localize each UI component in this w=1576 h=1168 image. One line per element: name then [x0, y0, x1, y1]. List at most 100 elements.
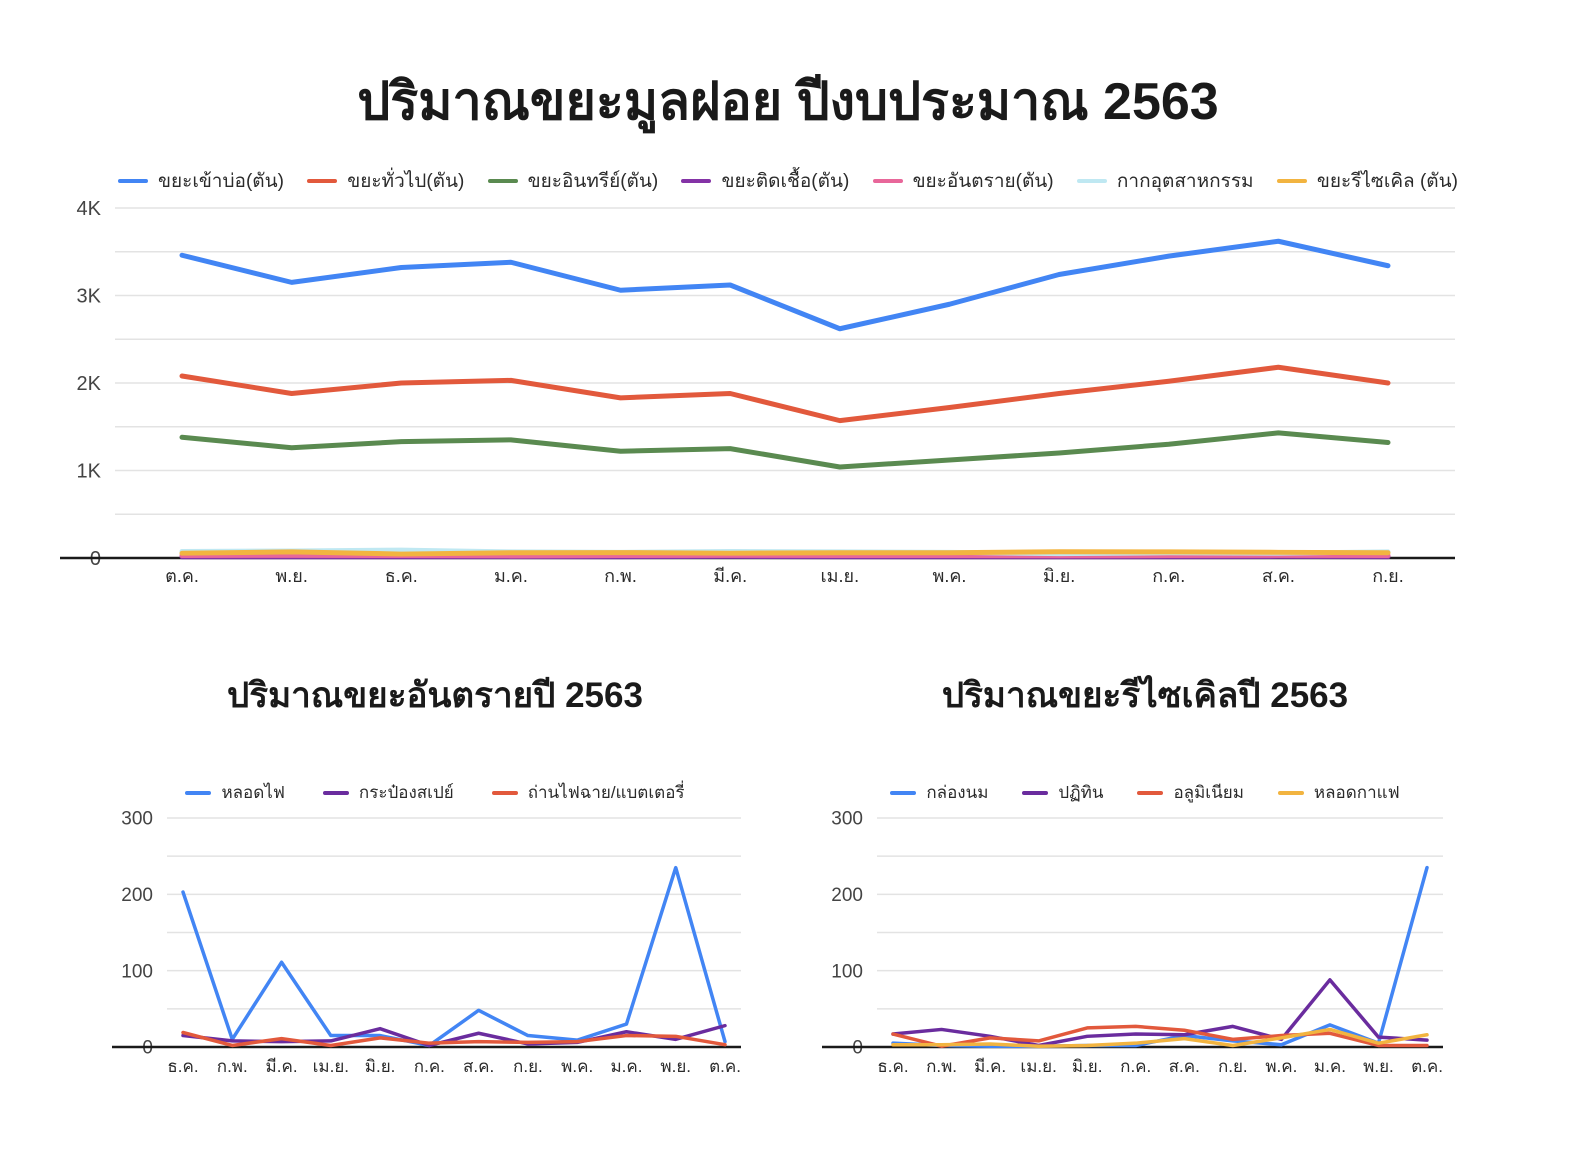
hazard-chart-legend: หลอดไฟ กระป๋องสเปย์ ถ่านไฟฉาย/แบตเตอรี่ [105, 779, 765, 806]
x-axis-tick-label: ธ.ค. [877, 1057, 908, 1076]
legend-item[interactable]: ขยะติดเชื้อ(ตัน) [681, 166, 849, 196]
legend-label: กากอุตสาหกรรม [1116, 171, 1254, 192]
series-line[interactable] [179, 364, 1391, 424]
x-axis-tick-label: มิ.ย. [1072, 1057, 1103, 1076]
series-line[interactable] [179, 549, 1391, 557]
recycle-chart-legend: กล่องนม ปฏิทิน อลูมิเนียม หลอดกาแฟ [815, 779, 1475, 806]
y-axis-tick-label: 200 [121, 885, 153, 906]
legend-item[interactable]: กากอุตสาหกรรม [1076, 166, 1254, 196]
legend-label: ขยะรีไซเคิล (ตัน) [1316, 171, 1458, 192]
x-axis-tick-label: มิ.ย. [365, 1057, 396, 1076]
legend-swatch [118, 179, 148, 183]
legend-label: หลอดกาแฟ [1313, 783, 1400, 802]
x-axis-tick-label: ส.ค. [463, 1057, 494, 1076]
main-chart-canvas[interactable]: 01K2K3K4Kต.ค.พ.ย.ธ.ค.ม.ค.ก.พ.มี.ค.เม.ย.พ… [0, 190, 1576, 610]
legend-label: หลอดไฟ [221, 783, 285, 802]
legend-item[interactable]: อลูมิเนียม [1137, 779, 1244, 806]
main-chart-legend: ขยะเข้าบ่อ(ตัน) ขยะทั่วไป(ตัน) ขยะอินทรีย์… [118, 166, 1458, 196]
legend-label: กระป๋องสเปย์ [358, 783, 454, 802]
x-axis-tick-label: ก.ย. [513, 1057, 543, 1076]
x-axis-tick-label: พ.ย. [660, 1057, 691, 1076]
x-axis-tick-label: ต.ค. [1411, 1057, 1443, 1076]
legend-swatch [872, 179, 903, 183]
y-axis-tick-label: 100 [121, 961, 153, 982]
x-axis-tick-label: ม.ค. [1314, 1057, 1346, 1076]
hazard-chart-title: ปริมาณขยะอันตรายปี 2563 [227, 676, 643, 715]
legend-item[interactable]: ขยะอินทรีย์(ตัน) [487, 166, 659, 196]
y-axis-tick-label: 1K [77, 461, 102, 483]
legend-item[interactable]: ปฏิทิน [1022, 779, 1103, 806]
legend-swatch [890, 790, 917, 795]
x-axis-tick-label: เม.ย. [1020, 1057, 1056, 1076]
x-axis-tick-label: เม.ย. [821, 566, 860, 586]
y-axis-tick-label: 100 [831, 961, 863, 982]
legend-swatch [681, 179, 712, 183]
x-axis-tick-label: ก.ย. [1372, 566, 1403, 586]
x-axis-tick-label: ก.พ. [604, 566, 637, 586]
legend-swatch [322, 790, 349, 795]
x-axis-tick-label: ก.พ. [926, 1057, 957, 1076]
x-axis-tick-label: พ.ย. [275, 566, 307, 586]
x-axis-tick-label: ต.ค. [709, 1057, 741, 1076]
series-line[interactable] [179, 430, 1391, 470]
x-axis-tick-label: ธ.ค. [385, 566, 418, 586]
recycle-chart-canvas[interactable]: 0100200300ธ.ค.ก.พ.มี.ค.เม.ย.มิ.ย.ก.ค.ส.ค… [815, 800, 1475, 1100]
x-axis-tick-label: ก.ค. [1120, 1057, 1151, 1076]
legend-label: ขยะเข้าบ่อ(ตัน) [158, 171, 284, 192]
legend-item[interactable]: หลอดกาแฟ [1277, 779, 1400, 806]
legend-swatch [1076, 179, 1107, 183]
x-axis-tick-label: มิ.ย. [1043, 566, 1075, 586]
legend-item[interactable]: กล่องนม [890, 779, 988, 806]
x-axis-tick-label: ส.ค. [1262, 566, 1295, 586]
legend-swatch [1137, 790, 1164, 795]
legend-item[interactable]: ขยะเข้าบ่อ(ตัน) [118, 166, 284, 196]
x-axis-tick-label: เม.ย. [313, 1057, 349, 1076]
x-axis-tick-label: พ.ค. [561, 1057, 593, 1076]
hazard-chart-canvas[interactable]: 0100200300ธ.ค.ก.พ.มี.ค.เม.ย.มิ.ย.ก.ค.ส.ค… [105, 800, 765, 1100]
x-axis-tick-label: ธ.ค. [167, 1057, 198, 1076]
x-axis-tick-label: ม.ค. [610, 1057, 642, 1076]
series-line[interactable] [891, 1024, 1429, 1048]
y-axis-tick-label: 4K [77, 198, 102, 220]
series-line[interactable] [181, 865, 727, 1048]
legend-label: ถ่านไฟฉาย/แบตเตอรี่ [527, 783, 685, 802]
x-axis-tick-label: ก.ค. [414, 1057, 445, 1076]
legend-label: ขยะอินทรีย์(ตัน) [527, 171, 659, 192]
legend-item[interactable]: กระป๋องสเปย์ [322, 779, 454, 806]
legend-swatch [491, 790, 518, 795]
page-title: ปริมาณขยะมูลฝอย ปีงบประมาณ 2563 [357, 72, 1219, 131]
legend-label: อลูมิเนียม [1173, 783, 1244, 802]
series-line[interactable] [891, 1027, 1429, 1048]
series-line[interactable] [181, 1030, 727, 1048]
x-axis-tick-label: ก.พ. [217, 1057, 248, 1076]
legend-swatch [487, 179, 518, 183]
x-axis-tick-label: พ.ย. [1363, 1057, 1394, 1076]
y-axis-tick-label: 2K [77, 373, 102, 395]
legend-label: ขยะติดเชื้อ(ตัน) [721, 171, 850, 192]
legend-swatch [1277, 790, 1304, 795]
x-axis-tick-label: ม.ค. [494, 566, 528, 586]
x-axis-tick-label: พ.ค. [1265, 1057, 1297, 1076]
legend-item[interactable]: ขยะอันตราย(ตัน) [872, 166, 1054, 196]
legend-item[interactable]: ขยะทั่วไป(ตัน) [307, 166, 464, 196]
x-axis-tick-label: มี.ค. [266, 1057, 298, 1076]
x-axis-tick-label: ต.ค. [165, 566, 199, 586]
x-axis-tick-label: ก.ย. [1218, 1057, 1248, 1076]
legend-item[interactable]: หลอดไฟ [185, 779, 285, 806]
legend-swatch [1022, 790, 1049, 795]
legend-label: กล่องนม [926, 783, 989, 802]
y-axis-tick-label: 300 [121, 809, 153, 830]
x-axis-tick-label: มี.ค. [713, 566, 747, 586]
legend-item[interactable]: ขยะรีไซเคิล (ตัน) [1276, 166, 1458, 196]
legend-label: ขยะอันตราย(ตัน) [912, 171, 1054, 192]
x-axis-tick-label: มี.ค. [974, 1057, 1006, 1076]
series-line[interactable] [179, 238, 1391, 332]
legend-item[interactable]: ถ่านไฟฉาย/แบตเตอรี่ [491, 779, 685, 806]
series-line[interactable] [891, 978, 1429, 1048]
y-axis-tick-label: 200 [831, 885, 863, 906]
legend-swatch [307, 179, 338, 183]
legend-label: ปฏิทิน [1058, 783, 1104, 802]
recycle-chart-title: ปริมาณขยะรีไซเคิลปี 2563 [941, 676, 1349, 715]
series-line[interactable] [181, 1023, 727, 1048]
y-axis-tick-label: 300 [831, 809, 863, 830]
